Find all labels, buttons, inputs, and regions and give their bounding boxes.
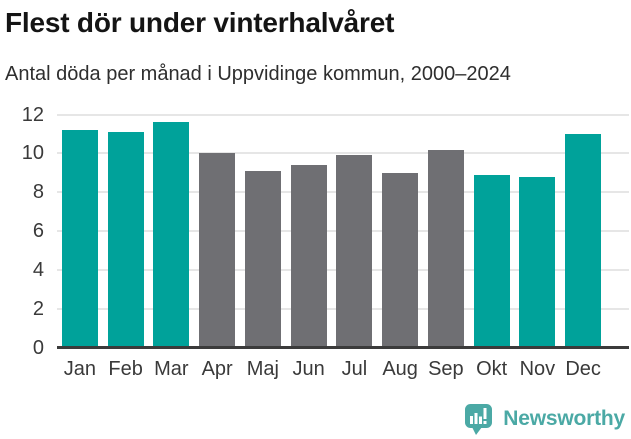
bar-slot-maj [240,115,286,348]
x-tick-label-okt: Okt [476,357,508,380]
bars-container [57,115,629,348]
bar-jun [290,165,327,348]
gridline-y-12 [57,113,629,116]
y-tick-label-8: 8 [32,181,44,204]
bar-feb [107,132,144,348]
x-axis-labels: Jan Feb Mar Apr Maj Jun Jul Aug Sep Okt Nov Dec [57,358,629,381]
x-tick-label-apr: Apr [201,357,233,380]
x-tick-label-dec: Dec [565,357,601,380]
bar-sep [427,149,464,348]
newsworthy-logo-text: Newsworthy [503,407,625,430]
newsworthy-logo-icon [465,404,493,435]
x-tick-label-maj: Maj [246,357,279,380]
x-tick-label-feb: Feb [108,357,143,380]
y-tick-label-2: 2 [32,297,44,320]
y-tick-label-12: 12 [21,103,44,126]
bar-slot-jun [286,115,332,348]
x-tick-label-nov: Nov [519,357,556,380]
bar-apr [199,153,236,348]
bar-slot-nov [515,115,561,348]
y-tick-label-10: 10 [21,142,44,165]
bar-slot-jan [57,115,103,348]
x-tick-label-jul: Jul [341,357,368,380]
bar-slot-feb [103,115,149,348]
bar-okt [473,174,510,348]
bar-nov [519,176,556,348]
chart-title: Flest dör under vinterhalvåret [5,7,395,38]
bar-chart-plot-area: 0 2 4 6 8 10 12 [22,105,629,358]
bar-slot-aug [377,115,423,348]
bar-slot-apr [194,115,240,348]
bar-slot-dec [560,115,606,348]
y-tick-label-6: 6 [32,220,44,243]
bar-jan [61,130,98,348]
y-tick-label-0: 0 [32,336,44,359]
bar-dec [565,134,602,348]
bar-maj [244,170,281,348]
chart-subtitle: Antal döda per månad i Uppvidinge kommun… [5,62,511,85]
bar-jul [336,155,373,348]
bar-mar [153,122,190,348]
bar-slot-jul [332,115,378,348]
bar-slot-mar [149,115,195,348]
branding-footer: Newsworthy [464,402,625,436]
bar-slot-okt [469,115,515,348]
x-tick-label-aug: Aug [382,357,418,380]
x-tick-label-jan: Jan [63,357,96,380]
x-axis-baseline [57,345,629,349]
bar-aug [382,172,419,348]
x-tick-label-mar: Mar [154,357,189,380]
gridline-y-10 [57,152,629,155]
bar-slot-sep [423,115,469,348]
x-tick-label-jun: Jun [292,357,325,380]
x-tick-label-sep: Sep [428,357,464,380]
y-tick-label-4: 4 [32,258,44,281]
